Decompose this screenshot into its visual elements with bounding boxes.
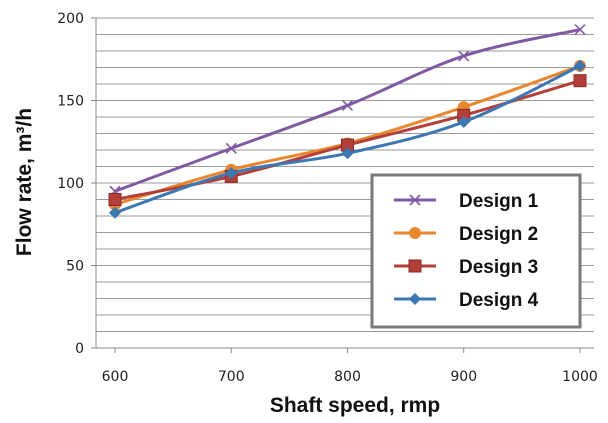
- y-tick-label: 150: [57, 94, 84, 110]
- design-3-point: [108, 193, 122, 206]
- design-4-point: [574, 59, 586, 72]
- x-tick-label: 1000: [562, 369, 598, 385]
- design-3-point: [573, 74, 587, 88]
- design-1-point: [341, 99, 354, 112]
- design-4-point: [225, 167, 238, 180]
- legend: Design 1 Design 2 Design 3 Design 4: [370, 173, 582, 329]
- design-1-point: [458, 50, 470, 62]
- legend-swatch-marker: [409, 293, 421, 305]
- x-tick-label: 600: [102, 369, 129, 385]
- design-1-point: [225, 142, 237, 154]
- legend-label: Design 4: [459, 290, 539, 311]
- y-axis-title: Flow rate, m³/h: [13, 108, 36, 256]
- design-1-point: [574, 23, 586, 36]
- legend-label: Design 1: [459, 191, 539, 212]
- y-tick-label: 50: [66, 259, 84, 275]
- legend-item-design-2: Design 2: [394, 224, 538, 245]
- y-tick-label: 100: [57, 176, 84, 192]
- design-1-series: [109, 23, 586, 197]
- x-axis-ticks: 600 700 800 900 1000: [102, 348, 598, 385]
- legend-swatch-marker: [409, 227, 421, 239]
- design-4-point: [457, 115, 470, 128]
- legend-swatch-marker: [408, 259, 422, 273]
- x-axis-title: Shaft speed, rmp: [270, 394, 440, 417]
- legend-item-design-3: Design 3: [394, 257, 538, 278]
- x-tick-label: 700: [218, 369, 245, 385]
- design-4-point: [109, 206, 121, 219]
- design-4-point: [341, 147, 354, 160]
- legend-label: Design 2: [459, 224, 538, 245]
- design-4-series: [109, 59, 586, 219]
- x-tick-label: 900: [450, 369, 477, 385]
- y-tick-label: 200: [57, 11, 84, 27]
- x-tick-label: 800: [334, 369, 361, 385]
- legend-label: Design 3: [459, 257, 538, 278]
- legend-item-design-4: Design 4: [394, 290, 539, 311]
- y-tick-label: 0: [75, 341, 84, 357]
- legend-item-design-1: Design 1: [394, 191, 539, 212]
- y-axis-ticks: 0 50 100 150 200: [57, 11, 96, 357]
- series-layer: [108, 23, 587, 219]
- legend-swatch-marker: [409, 194, 421, 206]
